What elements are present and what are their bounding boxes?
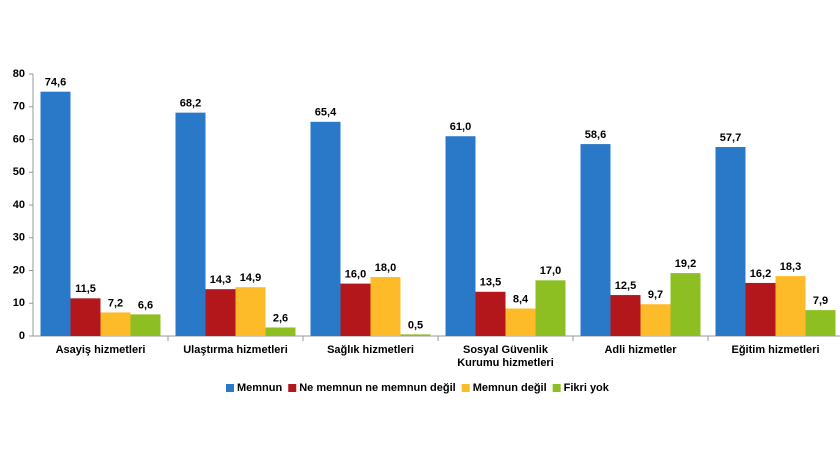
bar: [235, 287, 266, 336]
value-label: 7,9: [813, 295, 828, 307]
value-label: 14,9: [240, 272, 261, 284]
value-label: 58,6: [585, 129, 606, 141]
bar: [445, 136, 476, 336]
bar: [100, 312, 131, 336]
y-tick-label: 40: [13, 199, 25, 211]
value-label: 19,2: [675, 258, 696, 270]
value-label: 18,3: [780, 261, 801, 273]
x-tick-label: Adli hizmetler: [604, 344, 677, 356]
value-label: 68,2: [180, 98, 201, 110]
value-label: 11,5: [75, 283, 96, 295]
value-label: 18,0: [375, 262, 396, 274]
value-label: 7,2: [108, 297, 123, 309]
bar: [175, 112, 206, 337]
bar: [340, 283, 371, 336]
value-label: 16,0: [345, 269, 366, 281]
bar: [715, 147, 746, 336]
x-tick-label: Asayiş hizmetleri: [55, 344, 146, 356]
value-label: 65,4: [315, 107, 337, 119]
value-label: 0,5: [408, 319, 423, 331]
bar: [130, 314, 161, 336]
value-label: 12,5: [615, 280, 636, 292]
bar: [640, 304, 671, 336]
legend-label: Memnun değil: [473, 382, 547, 394]
y-tick-label: 50: [13, 166, 25, 178]
y-tick-label: 30: [13, 232, 25, 244]
y-tick-label: 10: [13, 297, 25, 309]
value-label: 57,7: [720, 132, 741, 144]
y-tick-label: 70: [13, 101, 25, 113]
legend-label: Ne memnun ne memnun değil: [299, 382, 455, 394]
value-label: 61,0: [450, 121, 471, 133]
value-label: 9,7: [648, 289, 663, 301]
legend-label: Memnun: [237, 382, 283, 394]
y-tick-label: 20: [13, 264, 25, 276]
bar: [535, 280, 566, 336]
bar: [265, 327, 296, 336]
bar: [670, 273, 701, 336]
legend-label: Fikri yok: [564, 382, 610, 394]
bar: [610, 295, 641, 336]
bar: [805, 310, 836, 336]
legend-swatch: [552, 384, 561, 392]
x-tick-label: Sosyal Güvenlik Kurumu hizmetleri: [457, 344, 554, 369]
value-label: 16,2: [750, 268, 771, 280]
bar: [475, 291, 506, 336]
value-label: 17,0: [540, 265, 561, 277]
legend-swatch: [461, 384, 470, 392]
bar: [370, 277, 401, 336]
x-tick-label: Eğitim hizmetleri: [731, 344, 820, 356]
bar: [745, 282, 776, 336]
bar: [70, 298, 101, 336]
value-label: 2,6: [273, 312, 288, 324]
bar: [205, 289, 236, 336]
legend-swatch: [288, 384, 297, 392]
x-tick-label: Sağlık hizmetleri: [327, 344, 414, 356]
bar: [775, 276, 806, 336]
value-label: 8,4: [513, 293, 529, 305]
legend-swatch: [226, 384, 234, 392]
bar: [505, 308, 536, 336]
bar: [400, 334, 431, 336]
bar: [40, 91, 71, 336]
value-label: 74,6: [45, 77, 66, 89]
x-tick-label: Ulaştırma hizmetleri: [183, 344, 288, 356]
value-label: 13,5: [480, 277, 501, 289]
value-label: 14,3: [210, 274, 231, 286]
y-tick-label: 80: [13, 68, 25, 80]
bar: [580, 144, 611, 336]
bar: [310, 121, 341, 336]
y-tick-label: 0: [19, 330, 25, 342]
value-label: 6,6: [138, 299, 153, 311]
y-tick-label: 60: [13, 133, 25, 145]
